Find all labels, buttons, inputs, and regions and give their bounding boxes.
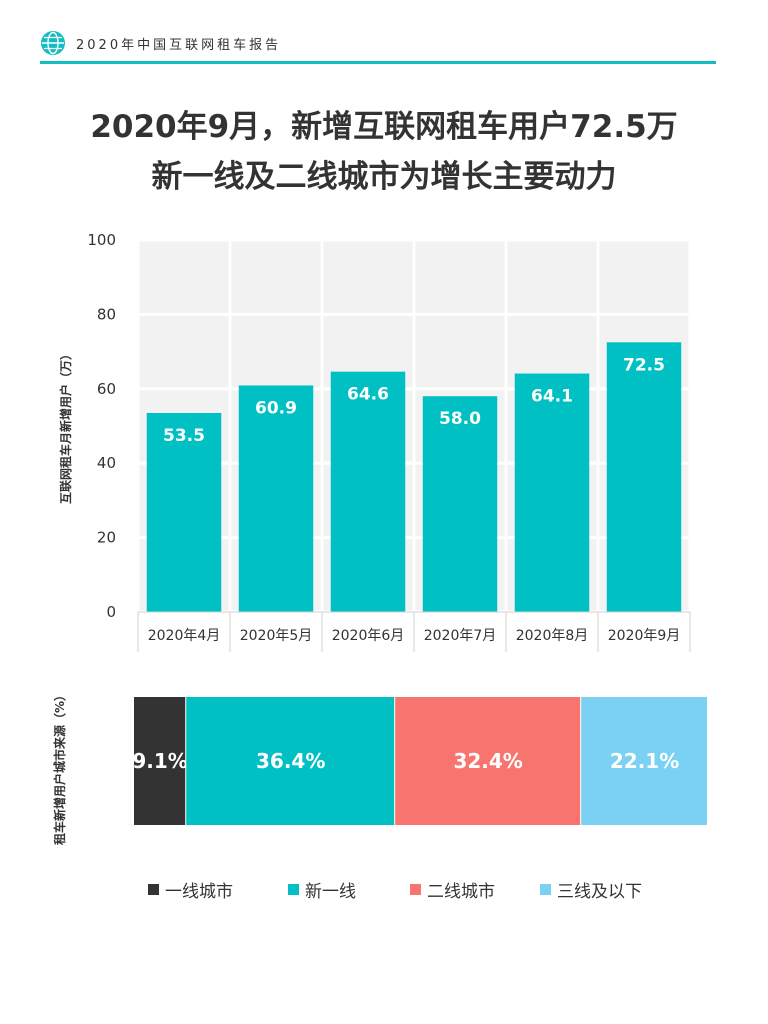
chart-canvas: 0 20 40 60 80 100 53.5 2020年4月 60.9 2020年5月 64.6 20… bbox=[52, 231, 709, 845]
page-title-line-1: 2020年9月，新增互联网租车用户72.5万 bbox=[90, 109, 678, 145]
bar bbox=[330, 371, 406, 612]
x-tick-label: 2020年9月 bbox=[608, 628, 681, 644]
bar-value-label: 58.0 bbox=[439, 409, 481, 429]
legend-label: 一线城市 bbox=[165, 882, 233, 902]
x-tick-label: 2020年6月 bbox=[332, 628, 405, 644]
segment-value-label: 9.1% bbox=[132, 749, 187, 773]
legend-swatch bbox=[540, 884, 551, 895]
bar-value-label: 64.6 bbox=[347, 385, 389, 405]
bar bbox=[146, 412, 222, 612]
legend-label: 三线及以下 bbox=[557, 882, 642, 902]
page-title: 2020年9月，新增互联网租车用户72.5万 新一线及二线城市为增长主要动力 bbox=[0, 102, 768, 202]
new-users-bar-chart: 0 20 40 60 80 100 53.5 2020年4月 60.9 2020年5月 64.6 20… bbox=[58, 231, 692, 652]
globe-icon bbox=[41, 31, 65, 55]
bar-value-label: 72.5 bbox=[623, 355, 665, 375]
legend-swatch bbox=[288, 884, 299, 895]
stacked-segment bbox=[134, 697, 187, 825]
legend-item: 三线及以下 bbox=[540, 877, 642, 902]
segment-value-label: 32.4% bbox=[453, 749, 522, 773]
bar bbox=[422, 396, 498, 612]
stacked-segment bbox=[186, 697, 396, 825]
city-source-stacked-bar: 9.1% 36.4% 32.4% 22.1% 租车新增用户城市来源（%） bbox=[52, 689, 709, 845]
y-tick-label: 20 bbox=[97, 529, 116, 547]
x-tick-label: 2020年7月 bbox=[424, 628, 497, 644]
report-title: 2020年中国互联网租车报告 bbox=[76, 38, 282, 53]
stacked-y-axis-title: 租车新增用户城市来源（%） bbox=[52, 689, 67, 845]
bar-value-label: 64.1 bbox=[531, 387, 573, 407]
legend-swatch bbox=[410, 884, 421, 895]
legend-item: 新一线 bbox=[288, 877, 356, 902]
bar bbox=[606, 342, 682, 612]
segment-value-label: 36.4% bbox=[256, 749, 325, 773]
legend-item: 一线城市 bbox=[148, 877, 233, 902]
legend-item: 二线城市 bbox=[410, 877, 495, 902]
bar-value-label: 53.5 bbox=[163, 426, 205, 446]
x-tick-label: 2020年8月 bbox=[516, 628, 589, 644]
y-tick-label: 40 bbox=[97, 454, 116, 472]
bar bbox=[238, 385, 314, 612]
legend-swatch bbox=[148, 884, 159, 895]
legend-label: 二线城市 bbox=[427, 882, 495, 902]
y-tick-label: 0 bbox=[106, 603, 116, 621]
bar bbox=[514, 373, 590, 612]
stacked-segment bbox=[581, 697, 708, 825]
chart-legend: 一线城市 新一线 二线城市 三线及以下 bbox=[148, 877, 708, 907]
x-tick-label: 2020年4月 bbox=[148, 628, 221, 644]
report-header: 2020年中国互联网租车报告 bbox=[40, 28, 716, 64]
page-title-line-2: 新一线及二线城市为增长主要动力 bbox=[151, 159, 617, 195]
y-tick-label: 100 bbox=[87, 231, 116, 249]
segment-value-label: 22.1% bbox=[610, 749, 679, 773]
header-divider bbox=[40, 61, 716, 64]
stacked-segment bbox=[395, 697, 582, 825]
legend-label: 新一线 bbox=[305, 882, 356, 902]
y-axis-title: 互联网租车月新增用户（万） bbox=[58, 348, 73, 504]
bar-value-label: 60.9 bbox=[255, 398, 297, 418]
y-tick-label: 60 bbox=[97, 380, 116, 398]
y-tick-label: 80 bbox=[97, 305, 116, 323]
x-tick-label: 2020年5月 bbox=[240, 628, 313, 644]
